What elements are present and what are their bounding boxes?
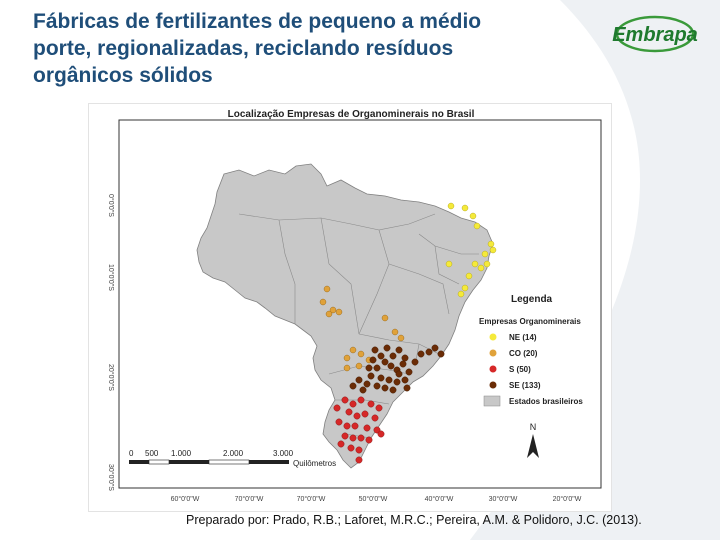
legend-swatch-se — [489, 381, 497, 389]
lon-label-2: 70°0'0"W — [235, 495, 264, 503]
scale-label-1000: 1.000 — [171, 449, 192, 458]
lon-label-4: 50°0'0"W — [359, 495, 388, 503]
scale-bar: 0 500 1.000 2.000 3.000 Quilômetros — [129, 449, 336, 468]
embrapa-logo: Embrapa — [612, 15, 698, 53]
brazil-states — [196, 163, 494, 469]
legend: Legenda Empresas Organominerais NE (14) … — [479, 294, 583, 407]
legend-swatch-ne — [489, 333, 497, 341]
lon-label-1: 60°0'0"W — [171, 495, 200, 503]
credit-text: Preparado por: Prado, R.B.; Laforet, M.R… — [186, 513, 642, 527]
lon-label-6: 30°0'0"W — [489, 495, 518, 503]
lat-label-0: 0°0'0"S — [107, 194, 115, 217]
legend-swatch-s — [489, 365, 497, 373]
title-line-2: porte, regionalizadas, reciclando resídu… — [33, 37, 454, 60]
lat-label-10: 10°0'0"S — [107, 264, 115, 291]
se-points — [349, 344, 445, 394]
lon-label-7: 20°0'0"W — [553, 495, 582, 503]
scale-unit: Quilômetros — [293, 459, 336, 468]
s-points — [333, 396, 385, 464]
legend-swatch-co — [489, 349, 497, 357]
lat-label-30: 30°0'0"S — [107, 464, 115, 491]
legend-item-ne: NE (14) — [509, 333, 537, 342]
map-figure: Localização Empresas de Organominerais n… — [88, 103, 612, 512]
scale-label-500: 500 — [145, 449, 159, 458]
map-canvas: Localização Empresas de Organominerais n… — [107, 109, 602, 503]
north-arrow: N — [527, 422, 539, 458]
lat-label-20: 20°0'0"S — [107, 364, 115, 391]
title-line-3: orgânicos sólidos — [33, 64, 213, 87]
legend-item-co: CO (20) — [509, 349, 538, 358]
scale-label-3000: 3.000 — [273, 449, 294, 458]
legend-swatch-states — [483, 395, 501, 407]
co-points — [319, 285, 405, 372]
map-title: Localização Empresas de Organominerais n… — [228, 109, 475, 120]
scale-label-2000: 2.000 — [223, 449, 244, 458]
legend-subtitle: Empresas Organominerais — [479, 317, 581, 326]
legend-item-states: Estados brasileiros — [509, 397, 583, 406]
legend-item-se: SE (133) — [509, 381, 541, 390]
lon-label-5: 40°0'0"W — [425, 495, 454, 503]
scale-label-0: 0 — [129, 449, 134, 458]
legend-item-s: S (50) — [509, 365, 531, 374]
north-label: N — [530, 422, 537, 432]
title-line-1: Fábricas de fertilizantes de pequeno a m… — [33, 10, 482, 33]
logo-wordmark: Embrapa — [612, 24, 698, 46]
ne-points — [445, 202, 497, 298]
lon-label-3: 70°0'0"W — [297, 495, 326, 503]
slide-title: Fábricas de fertilizantes de pequeno a m… — [33, 8, 553, 89]
legend-title: Legenda — [511, 294, 553, 305]
